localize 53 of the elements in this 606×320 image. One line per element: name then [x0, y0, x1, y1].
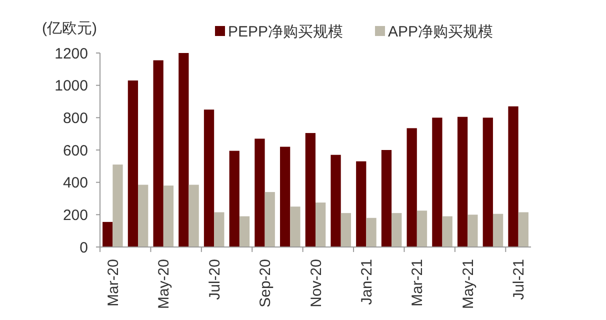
- bar: [416, 210, 428, 247]
- bar: [290, 206, 300, 247]
- bar: [442, 216, 452, 247]
- x-tick-label: May-20: [156, 259, 173, 310]
- x-tick-label: Nov-20: [308, 259, 325, 308]
- bar: [356, 161, 366, 247]
- y-tick-label: 400: [62, 174, 88, 192]
- bar: [163, 186, 174, 247]
- bar: [518, 212, 528, 247]
- bar: [340, 213, 351, 247]
- x-tick-label: Mar-21: [409, 259, 426, 307]
- bar: [153, 60, 164, 247]
- y-axis-title: (亿欧元): [42, 20, 97, 37]
- legend-label: PEPP净购买规模: [228, 23, 344, 40]
- legend-label: APP净购买规模: [388, 23, 494, 40]
- bar: [381, 150, 392, 247]
- y-tick-label: 1000: [54, 78, 88, 95]
- bar: [128, 80, 138, 247]
- bar: [264, 192, 275, 247]
- bar: [392, 213, 402, 247]
- x-tick-label: Jan-21: [358, 259, 376, 305]
- y-tick-label: 800: [62, 110, 88, 127]
- y-tick-label: 600: [62, 142, 88, 160]
- bar: [468, 214, 478, 247]
- bar: [330, 154, 341, 247]
- x-tick-label: Jul-20: [206, 259, 224, 300]
- bar: [188, 184, 199, 247]
- y-tick-label: 200: [62, 206, 88, 224]
- bar: [229, 150, 240, 247]
- x-tick-label: Sep-20: [257, 259, 274, 308]
- bar: [239, 216, 250, 247]
- bar: [280, 146, 290, 247]
- bar: [406, 128, 417, 247]
- y-tick-label: 0: [80, 239, 88, 256]
- bar: [508, 106, 518, 247]
- bar: [366, 218, 376, 247]
- bar: [102, 222, 113, 247]
- x-tick-label: Mar-20: [104, 259, 122, 307]
- bar: [432, 118, 442, 247]
- bar: [254, 138, 265, 247]
- bar: [305, 133, 316, 247]
- bar: [316, 202, 326, 247]
- bar: [457, 116, 468, 247]
- bar: [178, 53, 189, 247]
- bar: [138, 184, 148, 247]
- y-tick-label: 1200: [54, 45, 88, 62]
- bar: [214, 212, 224, 247]
- x-tick-label: May-21: [460, 259, 477, 310]
- bar: [204, 110, 214, 247]
- bar: [482, 118, 493, 247]
- x-tick-label: Jul-21: [510, 259, 528, 300]
- bar: [492, 214, 504, 247]
- bar: [112, 164, 123, 247]
